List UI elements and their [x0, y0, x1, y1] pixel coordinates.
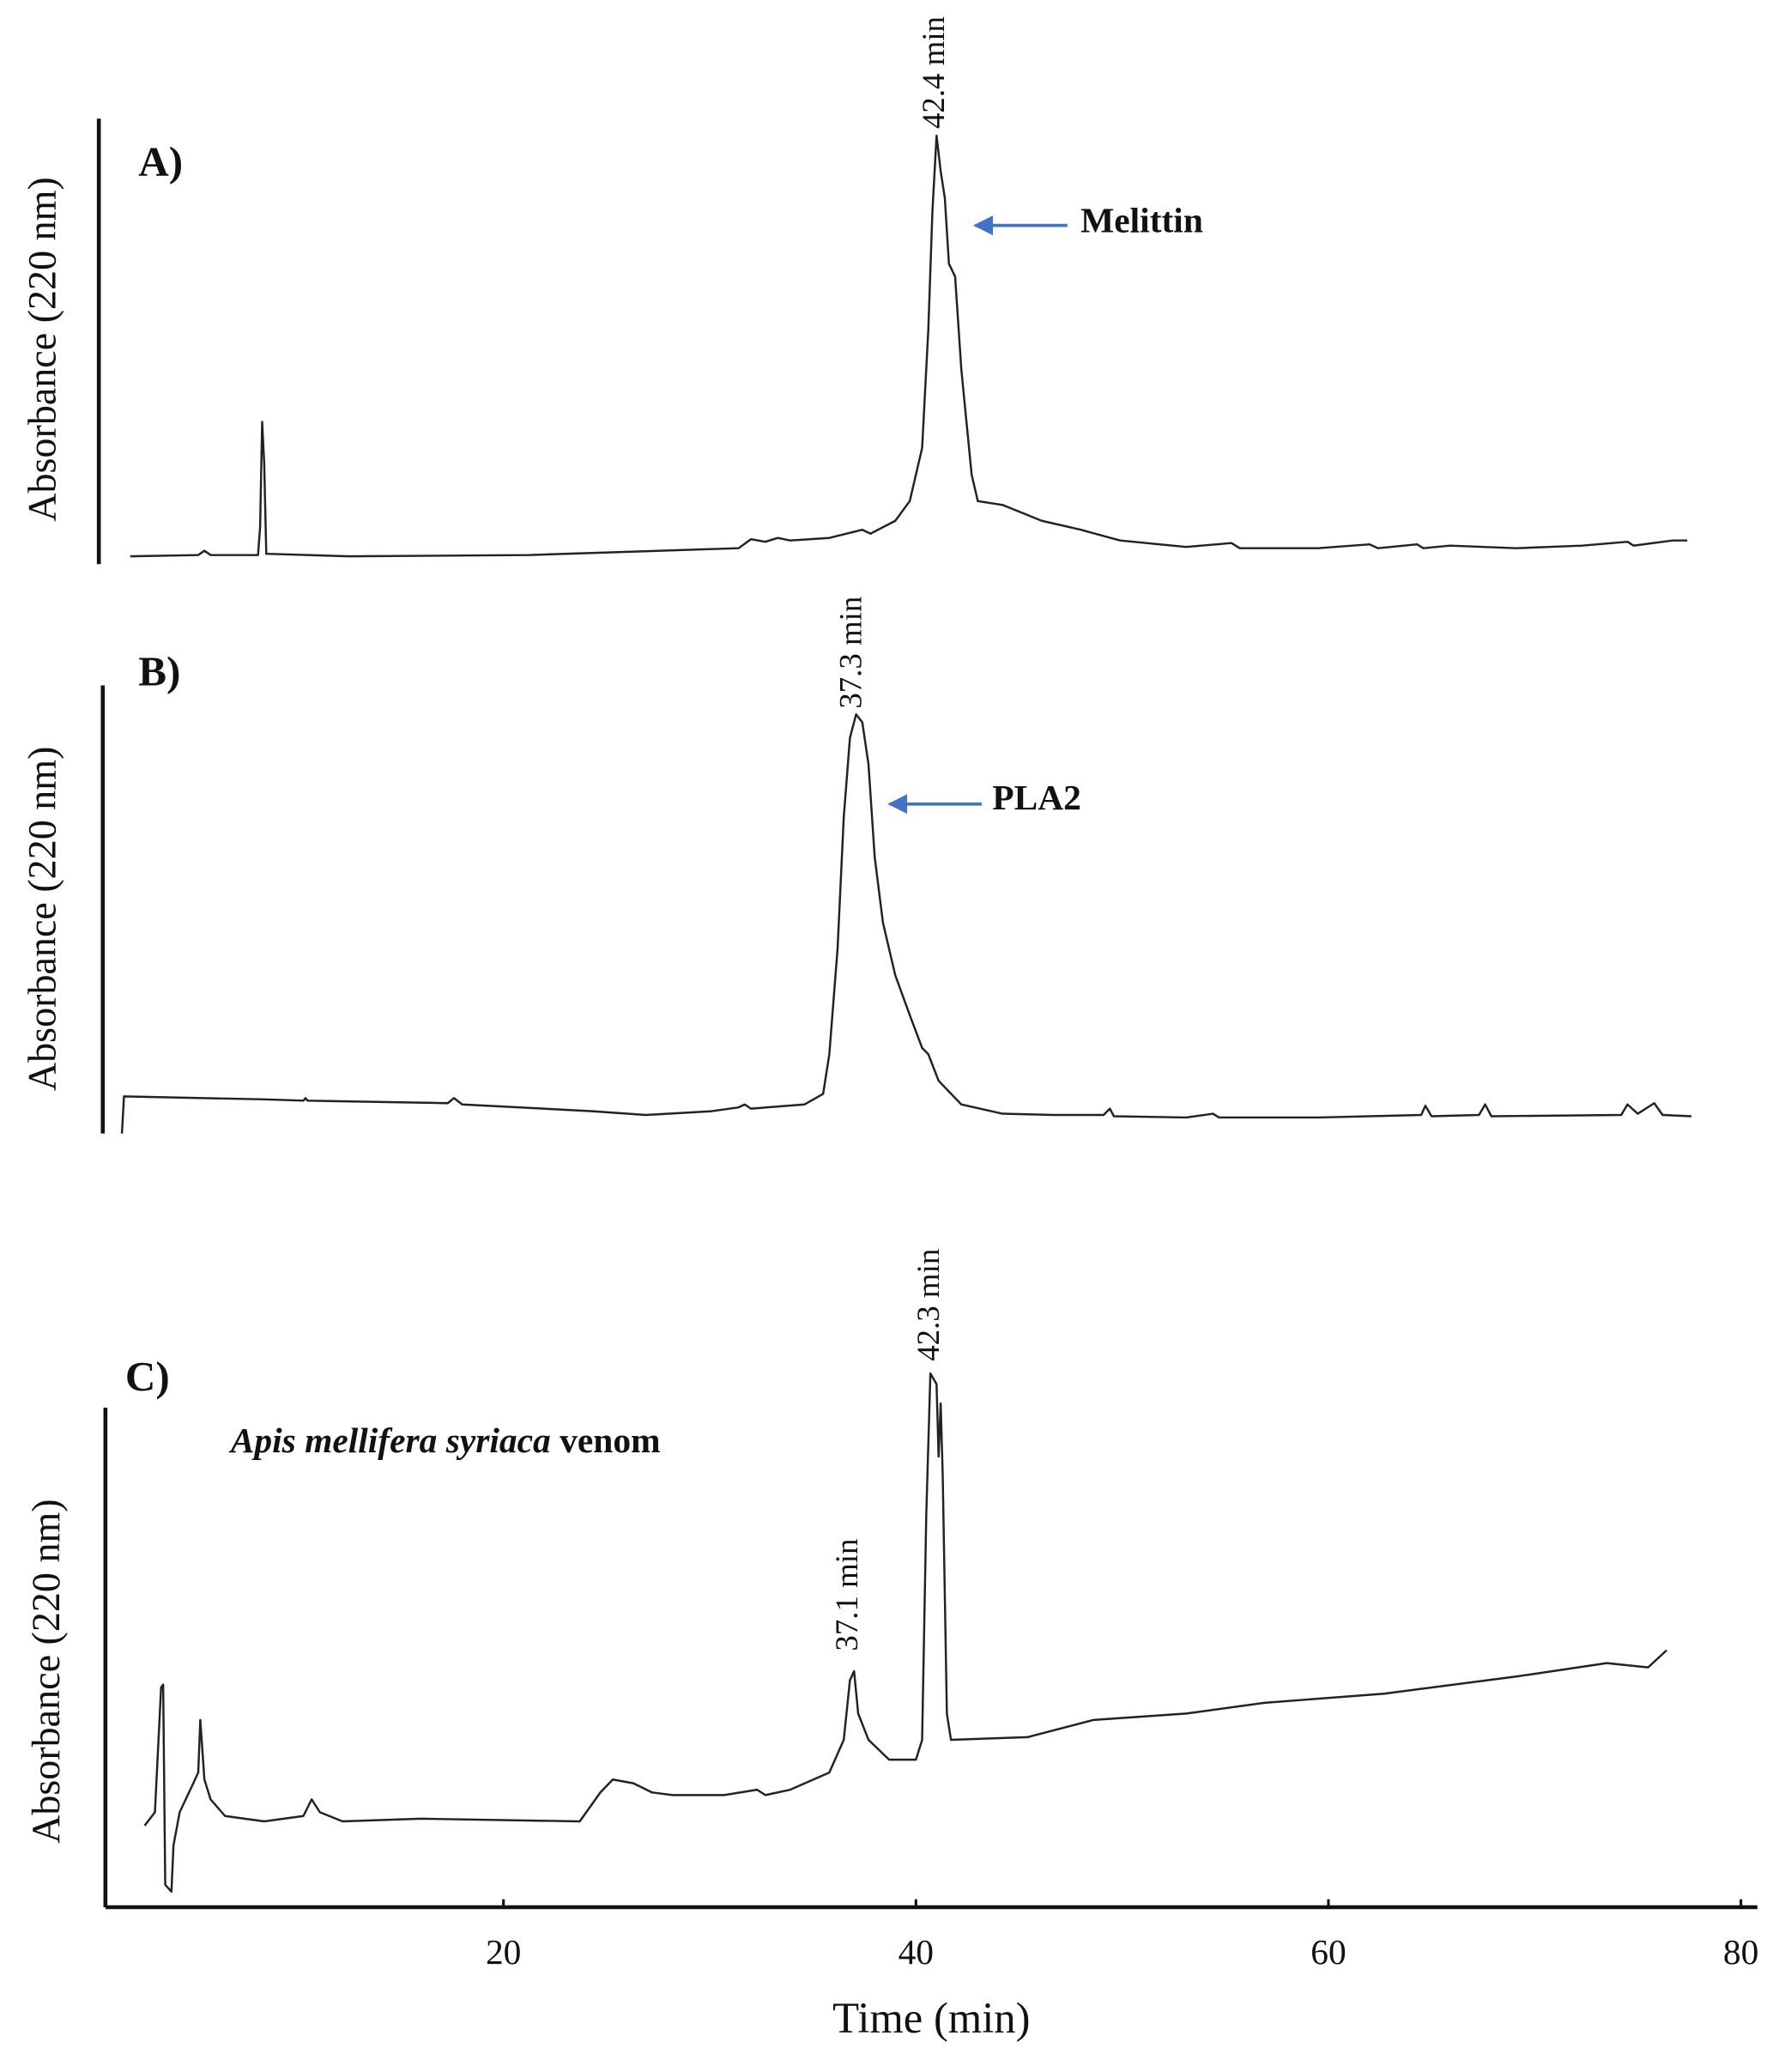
x-tick-label: 20	[486, 1932, 521, 1972]
subtitle-species: Apis mellifera syriaca	[228, 1421, 551, 1460]
trace	[120, 712, 1691, 1134]
x-axis-label: Time (min)	[832, 1994, 1030, 2042]
x-tick-label: 40	[899, 1932, 934, 1972]
x-tick-label: 80	[1723, 1932, 1758, 1972]
peak-label: 37.3 min	[832, 597, 868, 709]
trace	[130, 134, 1688, 558]
x-tick-label: 60	[1310, 1932, 1346, 1972]
y-axis-label: Absorbance (220 nm)	[20, 747, 64, 1092]
panel-label: C)	[125, 1353, 170, 1400]
peak-label: 42.3 min	[911, 1249, 946, 1361]
peak-label: 37.1 min	[829, 1539, 864, 1651]
subtitle: Apis mellifera syriaca venom	[228, 1421, 661, 1460]
y-axis-label: Absorbance (220 nm)	[20, 177, 64, 522]
peak-label: 42.4 min	[916, 16, 951, 129]
peak-name: PLA2	[992, 778, 1081, 817]
trace	[143, 1372, 1667, 1893]
peak-name: Melittin	[1080, 201, 1203, 240]
subtitle-venom: venom	[560, 1421, 660, 1460]
panel-label: B)	[138, 648, 180, 695]
y-axis-label: Absorbance (220 nm)	[24, 1499, 68, 1844]
panel-label: A)	[138, 137, 183, 185]
